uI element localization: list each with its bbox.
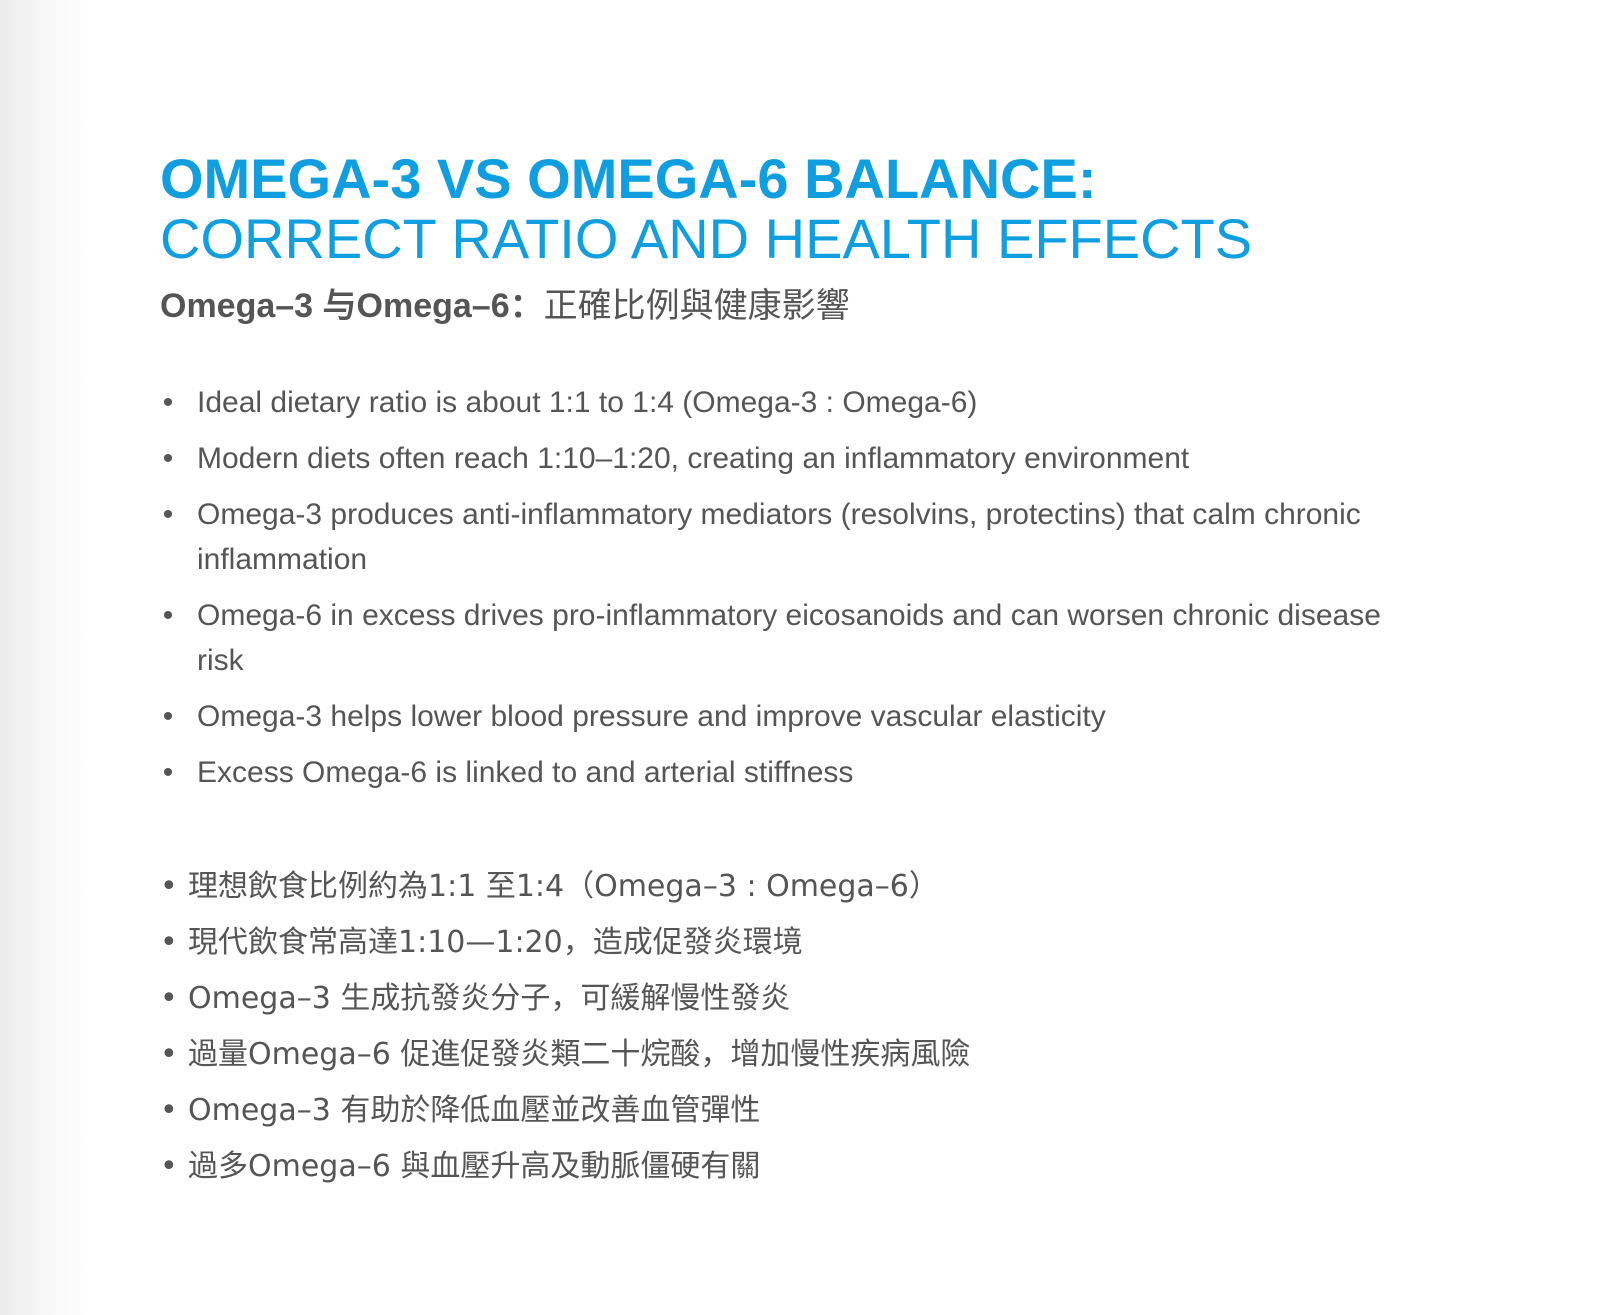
chinese-bullet-list: • 理想飲食比例約為1:1 至1:4（Omega–3 : Omega–6） • 現代…: [160, 866, 1420, 1202]
chinese-bullet-text: Omega–3 有助於降低血壓並改善血管彈性: [188, 1093, 761, 1128]
chinese-bullet-item: • Omega–3 有助於降低血壓並改善血管彈性: [160, 1090, 1420, 1132]
bullet-icon: •: [160, 1149, 178, 1184]
english-bullet-text: Modern diets often reach 1:10–1:20, crea…: [197, 442, 1190, 475]
chinese-bullet-item: • 過量Omega–6 促進促發炎類二十烷酸，增加慢性疾病風險: [160, 1034, 1420, 1076]
english-bullet-text: Ideal dietary ratio is about 1:1 to 1:4 …: [197, 386, 978, 419]
chinese-bullet-item: • 理想飲食比例約為1:1 至1:4（Omega–3 : Omega–6）: [160, 866, 1420, 908]
bullet-icon: •: [162, 386, 174, 419]
subtitle-zh: 正確比例與健康影響: [543, 286, 850, 326]
chinese-bullet-item: • Omega–3 生成抗發炎分子，可緩解慢性發炎: [160, 978, 1420, 1020]
english-bullet-text: Omega-3 produces anti-inflammatory media…: [197, 498, 1361, 576]
bullet-icon: •: [162, 498, 174, 531]
bullet-icon: •: [160, 869, 178, 904]
subtitle: Omega–3 与Omega–6：正確比例與健康影響: [160, 285, 850, 327]
english-bullet-item: • Ideal dietary ratio is about 1:1 to 1:4…: [160, 380, 1420, 425]
chinese-bullet-text: 理想飲食比例約為1:1 至1:4（Omega–3 : Omega–6）: [188, 869, 939, 904]
english-bullet-text: Excess Omega-6 is linked to and arterial…: [197, 756, 854, 789]
english-bullet-item: • Excess Omega-6 is linked to and arteria…: [160, 750, 1420, 795]
bullet-icon: •: [160, 981, 178, 1016]
bullet-icon: •: [160, 1093, 178, 1128]
english-bullet-item: • Omega-3 produces anti-inflammatory medi…: [160, 492, 1420, 582]
bullet-icon: •: [160, 925, 178, 960]
english-bullet-text: Omega-3 helps lower blood pressure and i…: [197, 700, 1106, 733]
english-bullet-text: Omega-6 in excess drives pro-inflammator…: [197, 599, 1381, 677]
bullet-icon: •: [162, 442, 174, 475]
title-line-1: OMEGA-3 VS OMEGA-6 BALANCE:: [160, 147, 1097, 210]
english-bullet-item: • Omega-3 helps lower blood pressure and …: [160, 694, 1420, 739]
bullet-icon: •: [162, 599, 174, 632]
english-bullet-list: • Ideal dietary ratio is about 1:1 to 1:4…: [160, 380, 1420, 806]
chinese-bullet-item: • 過多Omega–6 與血壓升高及動脈僵硬有關: [160, 1146, 1420, 1188]
english-bullet-item: • Modern diets often reach 1:10–1:20, cre…: [160, 436, 1420, 481]
chinese-bullet-text: 現代飲食常高達1:10—1:20，造成促發炎環境: [188, 925, 803, 960]
title-line-2: CORRECT RATIO AND HEALTH EFFECTS: [160, 207, 1253, 270]
chinese-bullet-text: Omega–3 生成抗發炎分子，可緩解慢性發炎: [188, 981, 791, 1016]
bullet-icon: •: [162, 700, 174, 733]
chinese-bullet-text: 過多Omega–6 與血壓升高及動脈僵硬有關: [188, 1149, 761, 1184]
subtitle-en: Omega–3 与Omega–6：: [160, 287, 544, 325]
chinese-bullet-text: 過量Omega–6 促進促發炎類二十烷酸，增加慢性疾病風險: [188, 1037, 971, 1072]
english-bullet-item: • Omega-6 in excess drives pro-inflammato…: [160, 593, 1420, 683]
bullet-icon: •: [160, 1037, 178, 1072]
chinese-bullet-item: • 現代飲食常高達1:10—1:20，造成促發炎環境: [160, 922, 1420, 964]
bullet-icon: •: [162, 756, 174, 789]
